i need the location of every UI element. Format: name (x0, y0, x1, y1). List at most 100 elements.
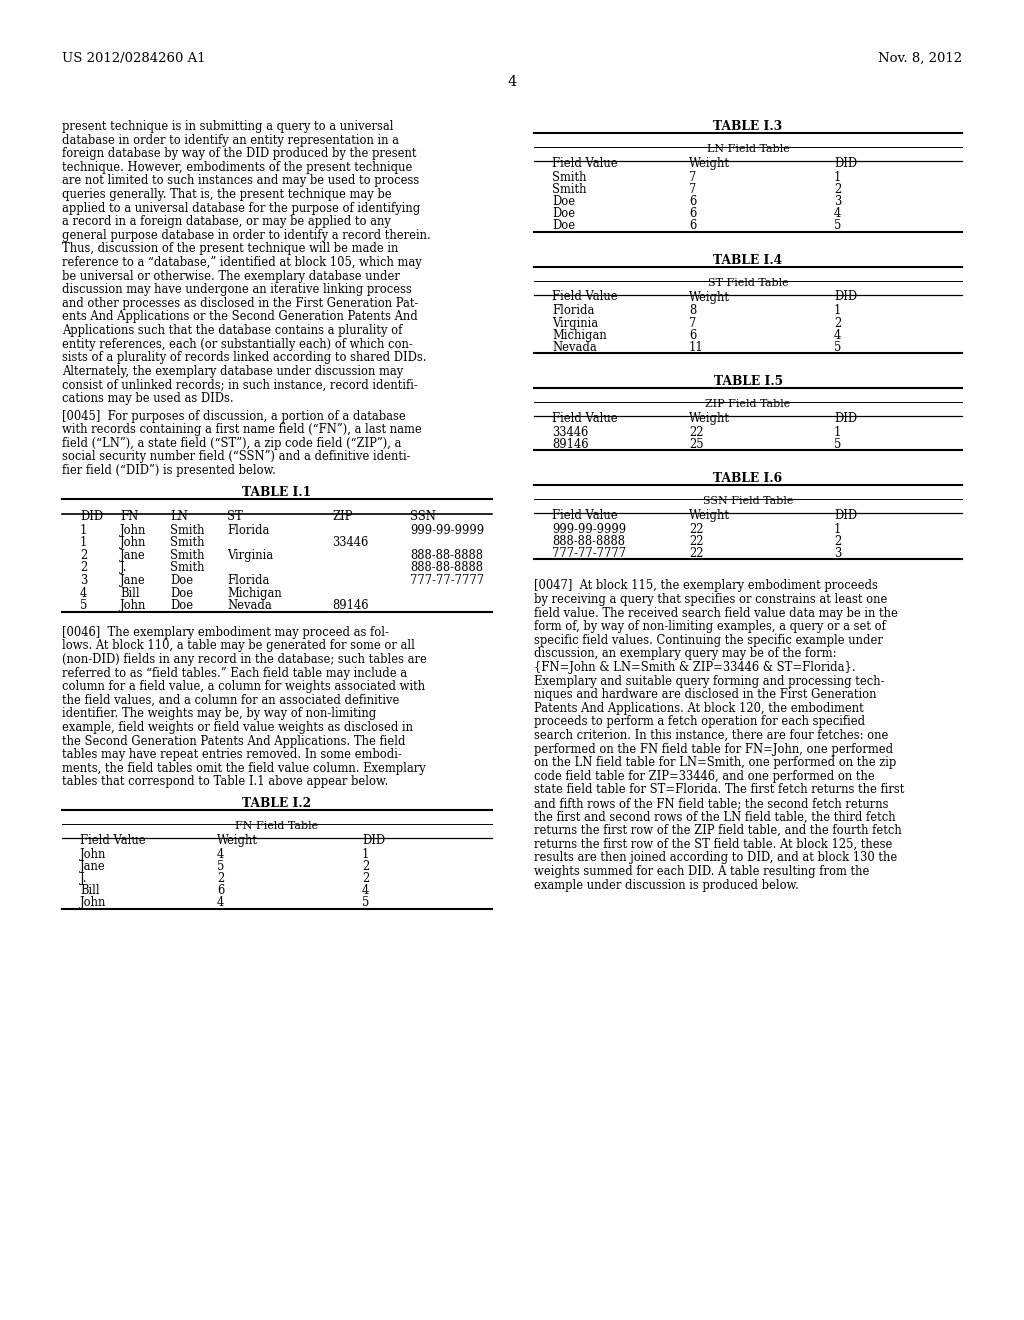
Text: 5: 5 (834, 438, 842, 451)
Text: Exemplary and suitable query forming and processing tech-: Exemplary and suitable query forming and… (534, 675, 885, 688)
Text: by receiving a query that specifies or constrains at least one: by receiving a query that specifies or c… (534, 593, 888, 606)
Text: referred to as “field tables.” Each field table may include a: referred to as “field tables.” Each fiel… (62, 667, 408, 680)
Text: 1: 1 (362, 847, 370, 861)
Text: 22: 22 (689, 548, 703, 560)
Text: (non-DID) fields in any record in the database; such tables are: (non-DID) fields in any record in the da… (62, 653, 427, 667)
Text: social security number field (“SSN”) and a definitive identi-: social security number field (“SSN”) and… (62, 450, 411, 463)
Text: 4: 4 (217, 847, 224, 861)
Text: 1: 1 (80, 536, 87, 549)
Text: FN Field Table: FN Field Table (236, 821, 318, 832)
Text: field value. The received search field value data may be in the: field value. The received search field v… (534, 607, 898, 619)
Text: niques and hardware are disclosed in the First Generation: niques and hardware are disclosed in the… (534, 688, 877, 701)
Text: 8: 8 (689, 305, 696, 318)
Text: Field Value: Field Value (80, 834, 145, 847)
Text: Florida: Florida (227, 524, 269, 537)
Text: 4: 4 (507, 75, 517, 88)
Text: field (“LN”), a state field (“ST”), a zip code field (“ZIP”), a: field (“LN”), a state field (“ST”), a zi… (62, 437, 401, 450)
Text: Weight: Weight (689, 157, 730, 170)
Text: Nevada: Nevada (227, 599, 271, 612)
Text: ZIP: ZIP (332, 510, 352, 523)
Text: Thus, discussion of the present technique will be made in: Thus, discussion of the present techniqu… (62, 243, 398, 255)
Text: DID: DID (834, 157, 857, 170)
Text: ST: ST (227, 510, 243, 523)
Text: performed on the FN field table for FN=John, one performed: performed on the FN field table for FN=J… (534, 743, 893, 755)
Text: queries generally. That is, the present technique may be: queries generally. That is, the present … (62, 187, 391, 201)
Text: Field Value: Field Value (552, 157, 617, 170)
Text: 2: 2 (834, 183, 842, 197)
Text: Weight: Weight (689, 412, 730, 425)
Text: Alternately, the exemplary database under discussion may: Alternately, the exemplary database unde… (62, 364, 403, 378)
Text: discussion, an exemplary query may be of the form:: discussion, an exemplary query may be of… (534, 647, 837, 660)
Text: Weight: Weight (689, 290, 730, 304)
Text: returns the first row of the ST field table. At block 125, these: returns the first row of the ST field ta… (534, 838, 892, 851)
Text: TABLE I.3: TABLE I.3 (714, 120, 782, 133)
Text: John: John (120, 524, 146, 537)
Text: 2: 2 (217, 873, 224, 886)
Text: {FN=John & LN=Smith & ZIP=33446 & ST=Florida}.: {FN=John & LN=Smith & ZIP=33446 & ST=Flo… (534, 661, 856, 675)
Text: consist of unlinked records; in such instance, record identifi-: consist of unlinked records; in such ins… (62, 379, 418, 392)
Text: 7: 7 (689, 183, 696, 197)
Text: Smith: Smith (170, 524, 205, 537)
Text: Florida: Florida (227, 574, 269, 587)
Text: 5: 5 (362, 896, 370, 909)
Text: reference to a “database,” identified at block 105, which may: reference to a “database,” identified at… (62, 256, 422, 269)
Text: 1: 1 (834, 426, 842, 438)
Text: J.: J. (80, 873, 87, 886)
Text: 6: 6 (689, 219, 696, 232)
Text: with records containing a first name field (“FN”), a last name: with records containing a first name fie… (62, 424, 422, 436)
Text: Smith: Smith (170, 549, 205, 562)
Text: 2: 2 (362, 861, 370, 873)
Text: DID: DID (834, 412, 857, 425)
Text: and fifth rows of the FN field table; the second fetch returns: and fifth rows of the FN field table; th… (534, 797, 889, 810)
Text: Virginia: Virginia (552, 317, 598, 330)
Text: TABLE I.1: TABLE I.1 (243, 486, 311, 499)
Text: Jane: Jane (120, 549, 145, 562)
Text: Florida: Florida (552, 305, 594, 318)
Text: 22: 22 (689, 535, 703, 548)
Text: Bill: Bill (120, 586, 139, 599)
Text: 888-88-8888: 888-88-8888 (410, 549, 483, 562)
Text: Doe: Doe (170, 574, 194, 587)
Text: Bill: Bill (80, 884, 99, 898)
Text: Nov. 8, 2012: Nov. 8, 2012 (878, 51, 962, 65)
Text: specific field values. Continuing the specific example under: specific field values. Continuing the sp… (534, 634, 883, 647)
Text: 11: 11 (689, 341, 703, 354)
Text: Nevada: Nevada (552, 341, 597, 354)
Text: 3: 3 (80, 574, 87, 587)
Text: and other processes as disclosed in the First Generation Pat-: and other processes as disclosed in the … (62, 297, 419, 310)
Text: example under discussion is produced below.: example under discussion is produced bel… (534, 879, 799, 891)
Text: 6: 6 (217, 884, 224, 898)
Text: weights summed for each DID. A table resulting from the: weights summed for each DID. A table res… (534, 865, 869, 878)
Text: 4: 4 (217, 896, 224, 909)
Text: fier field (“DID”) is presented below.: fier field (“DID”) is presented below. (62, 465, 275, 477)
Text: returns the first row of the ZIP field table, and the fourth fetch: returns the first row of the ZIP field t… (534, 824, 902, 837)
Text: form of, by way of non-limiting examples, a query or a set of: form of, by way of non-limiting examples… (534, 620, 886, 634)
Text: 2: 2 (834, 535, 842, 548)
Text: 777-77-7777: 777-77-7777 (552, 548, 626, 560)
Text: Smith: Smith (552, 172, 587, 183)
Text: 777-77-7777: 777-77-7777 (410, 574, 484, 587)
Text: Weight: Weight (689, 510, 730, 523)
Text: 4: 4 (834, 329, 842, 342)
Text: 7: 7 (689, 317, 696, 330)
Text: Smith: Smith (170, 536, 205, 549)
Text: column for a field value, a column for weights associated with: column for a field value, a column for w… (62, 680, 425, 693)
Text: the Second Generation Patents And Applications. The field: the Second Generation Patents And Applic… (62, 735, 406, 747)
Text: 6: 6 (689, 195, 696, 209)
Text: Weight: Weight (217, 834, 258, 847)
Text: a record in a foreign database, or may be applied to any: a record in a foreign database, or may b… (62, 215, 391, 228)
Text: ZIP Field Table: ZIP Field Table (706, 399, 791, 409)
Text: sists of a plurality of records linked according to shared DIDs.: sists of a plurality of records linked a… (62, 351, 427, 364)
Text: Applications such that the database contains a plurality of: Applications such that the database cont… (62, 323, 402, 337)
Text: 5: 5 (80, 599, 87, 612)
Text: 5: 5 (834, 219, 842, 232)
Text: FN: FN (120, 510, 138, 523)
Text: SSN Field Table: SSN Field Table (702, 496, 794, 506)
Text: J.: J. (120, 561, 128, 574)
Text: John: John (80, 896, 106, 909)
Text: 89146: 89146 (332, 599, 369, 612)
Text: DID: DID (834, 510, 857, 523)
Text: Field Value: Field Value (552, 510, 617, 523)
Text: ments, the field tables omit the field value column. Exemplary: ments, the field tables omit the field v… (62, 762, 426, 775)
Text: Smith: Smith (170, 561, 205, 574)
